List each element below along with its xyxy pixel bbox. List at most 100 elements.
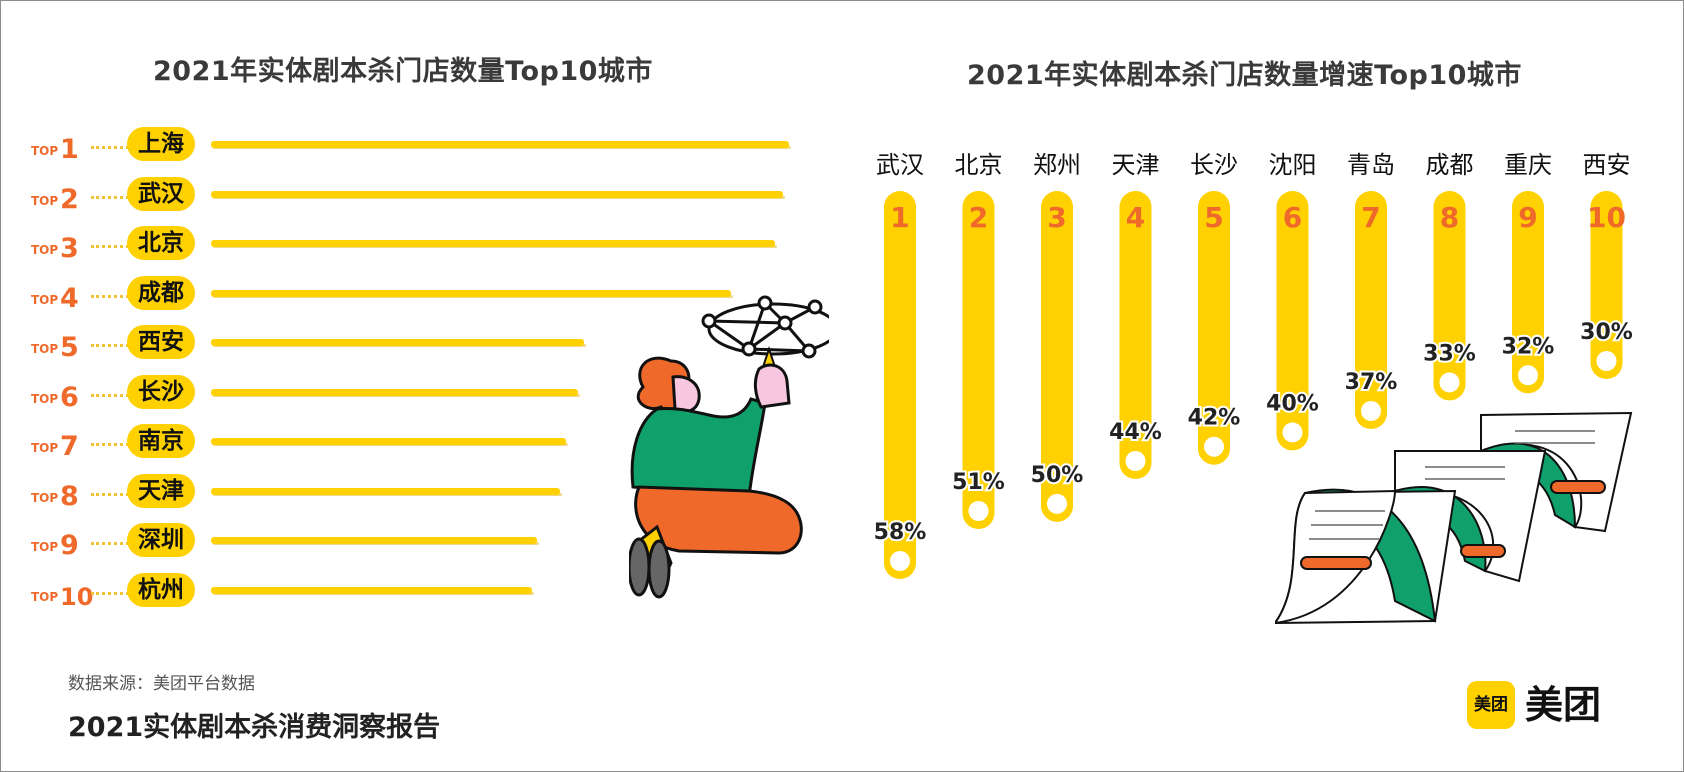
rank-number: 1 — [60, 134, 79, 165]
ranking-bar — [211, 190, 783, 198]
rank-row: TOP 10 杭州 — [31, 572, 831, 613]
rank-number: 8 — [1440, 201, 1459, 234]
ranking-bar — [211, 537, 537, 544]
rank-number: 5 — [1204, 201, 1223, 234]
rank-number: 9 — [60, 530, 79, 561]
person-illustration — [629, 295, 829, 599]
rank-prefix: TOP — [31, 589, 59, 604]
rank-row: TOP 7 南京 — [31, 424, 831, 464]
city-label: 郑州 — [1033, 151, 1081, 179]
value-label: 50% — [1031, 463, 1084, 488]
rank-row: TOP 4 成都 — [31, 275, 831, 316]
rank-number: 1 — [890, 201, 909, 234]
dotted-connector — [91, 542, 147, 545]
dotted-connector — [91, 294, 147, 298]
dotted-connector — [91, 393, 147, 397]
city-label: 天津 — [127, 473, 195, 508]
city-label: 长沙 — [1190, 151, 1238, 179]
rank-row: TOP 2 武汉 — [31, 176, 831, 217]
rank-number: 8 — [60, 480, 79, 512]
rank-number: 4 — [60, 282, 79, 314]
rank-prefix: TOP — [31, 391, 59, 406]
city-label: 西安 — [1583, 151, 1631, 179]
city-label: 武汉 — [876, 151, 924, 179]
value-label: 33% — [1423, 341, 1476, 366]
rank-number: 3 — [1047, 201, 1066, 234]
city-label: 武汉 — [127, 176, 195, 211]
rank-prefix: TOP — [31, 243, 59, 257]
city-label: 南京 — [127, 424, 195, 458]
dotted-connector — [91, 195, 147, 199]
value-label: 58% — [874, 520, 927, 545]
rank-row: TOP 9 深圳 — [31, 523, 831, 563]
bar-end-dot — [1208, 440, 1220, 453]
value-label: 44% — [1109, 420, 1162, 445]
city-label: 北京 — [955, 151, 1003, 179]
data-source-note: 数据来源：美团平台数据 — [68, 674, 255, 694]
growth-bar — [962, 191, 995, 529]
dotted-connector — [91, 492, 147, 496]
rank-number: 10 — [60, 582, 94, 611]
dotted-connector — [91, 344, 147, 347]
city-label: 上海 — [127, 127, 195, 161]
ranking-bar — [211, 487, 560, 495]
report-title: 2021实体剧本杀消费洞察报告 — [68, 712, 441, 743]
network-diagram-icon — [701, 295, 829, 359]
value-label: 32% — [1502, 334, 1555, 359]
scroll-illustration — [1275, 411, 1633, 625]
bar-end-dot — [894, 555, 906, 567]
bar-end-dot — [1129, 455, 1142, 467]
rank-number: 7 — [60, 431, 79, 462]
city-label: 青岛 — [1347, 151, 1395, 179]
rank-row: TOP 6 长沙 — [31, 374, 831, 415]
growth-bar — [1433, 191, 1466, 401]
bar-end-dot — [1365, 405, 1377, 417]
rank-number: 5 — [60, 332, 79, 363]
rank-row: TOP 1 上海 — [31, 127, 831, 167]
rank-number: 7 — [1361, 201, 1380, 234]
ranking-bar — [211, 438, 566, 445]
left-chart-title: 2021年实体剧本杀门店数量Top10城市 — [153, 56, 653, 87]
rank-number: 4 — [1126, 201, 1145, 234]
growth-bar — [1198, 191, 1230, 465]
city-label: 长沙 — [127, 374, 195, 409]
city-label: 沈阳 — [1269, 151, 1317, 179]
rank-row: TOP 8 天津 — [31, 473, 831, 514]
rank-prefix: TOP — [31, 490, 59, 505]
bar-end-dot — [1600, 355, 1613, 367]
logo-text: 美团 — [1525, 683, 1602, 727]
dotted-connector — [91, 443, 147, 446]
growth-bar — [1119, 191, 1152, 479]
rank-row: TOP 5 西安 — [31, 325, 831, 365]
bar-end-dot — [1443, 376, 1456, 389]
bar-end-dot — [1522, 369, 1534, 382]
rank-prefix: TOP — [31, 292, 59, 307]
city-label: 天津 — [1112, 151, 1160, 179]
rank-number: 2 — [60, 183, 79, 215]
city-label: 成都 — [1426, 151, 1474, 179]
rank-prefix: TOP — [31, 193, 59, 208]
city-label: 成都 — [127, 275, 195, 310]
ranking-bar — [211, 339, 584, 346]
bar-end-dot — [972, 505, 985, 517]
rank-number: 10 — [1587, 201, 1626, 234]
bar-end-dot — [1051, 497, 1063, 510]
growth-bar — [1355, 191, 1387, 429]
rank-number: 3 — [60, 233, 79, 264]
city-label: 北京 — [127, 226, 195, 260]
growth-bar — [1590, 191, 1623, 379]
ranking-bar — [211, 289, 731, 297]
value-label: 51% — [952, 470, 1005, 495]
growth-bar — [1276, 191, 1309, 451]
rank-prefix: TOP — [31, 144, 59, 158]
logo-badge: 美团 — [1467, 681, 1515, 729]
rank-prefix: TOP — [31, 342, 59, 356]
ranking-bar — [211, 240, 775, 247]
growth-bar — [884, 191, 916, 579]
dotted-connector — [91, 591, 147, 595]
rank-number: 6 — [1283, 201, 1302, 234]
value-label: 30% — [1580, 320, 1633, 345]
dotted-connector — [91, 245, 147, 248]
